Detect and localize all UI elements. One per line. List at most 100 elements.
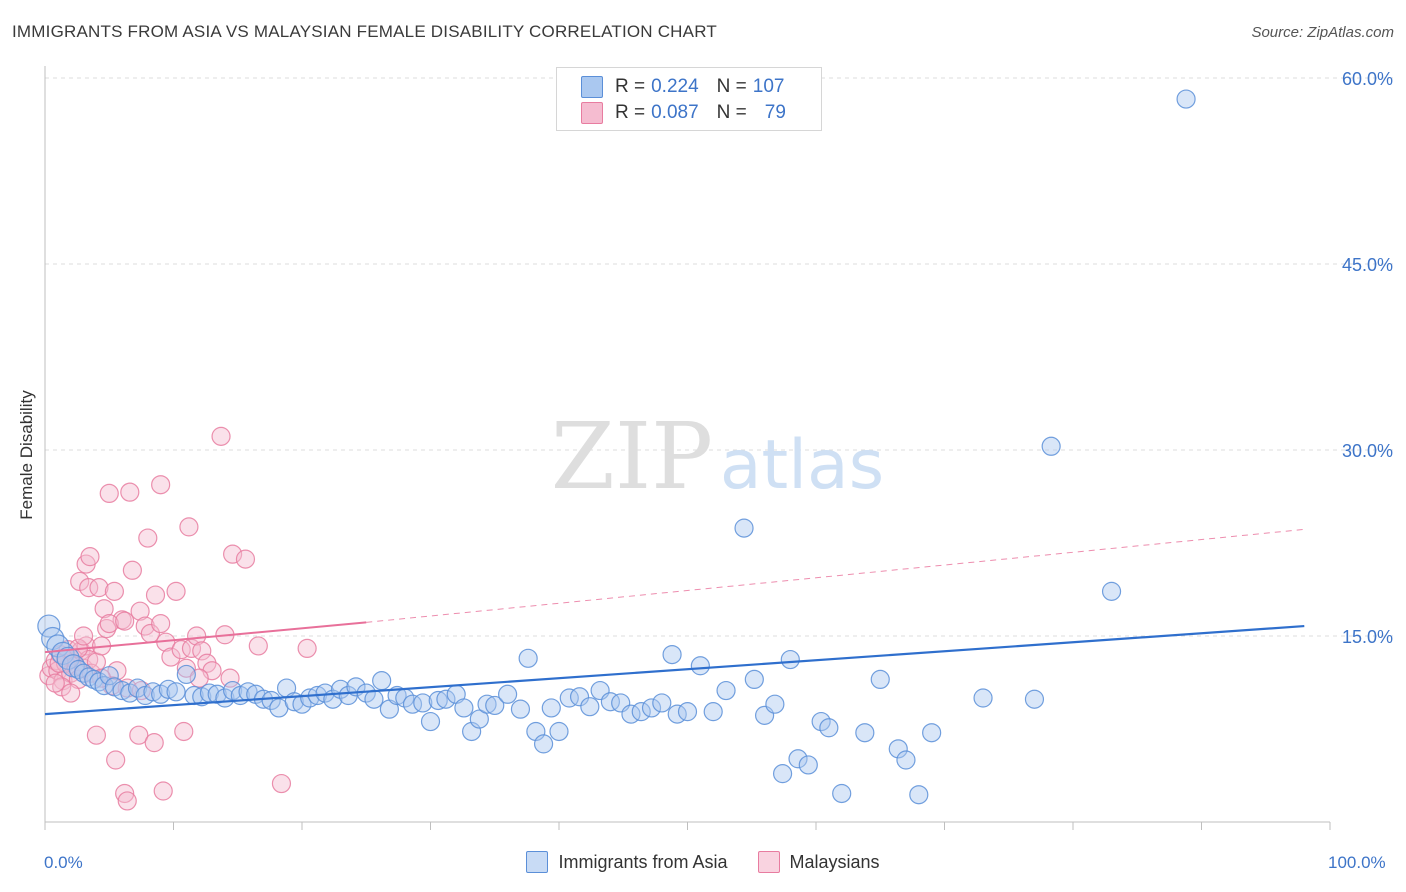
asia-point xyxy=(973,688,993,708)
asia-point xyxy=(518,648,538,668)
asia-point xyxy=(364,689,384,709)
malaysians-point xyxy=(99,613,119,634)
asia-point xyxy=(832,783,852,804)
asia-point xyxy=(402,694,423,714)
asia-point xyxy=(855,723,875,743)
malaysians-point xyxy=(297,638,317,659)
asia-point xyxy=(176,664,196,685)
malaysians-point xyxy=(138,528,158,548)
asia-point xyxy=(870,669,890,690)
asia-point xyxy=(631,702,651,722)
legend-item-label: Immigrants from Asia xyxy=(558,851,728,872)
asia-point xyxy=(641,698,662,718)
malaysians-point xyxy=(211,426,231,446)
asia-point xyxy=(68,659,89,680)
asia-point xyxy=(89,672,109,692)
asia-point xyxy=(922,723,942,743)
axes xyxy=(44,66,1331,830)
malaysians-points xyxy=(39,426,317,811)
asia-point xyxy=(811,711,831,732)
malaysians-point xyxy=(189,668,209,688)
x-tick-min: 0.0% xyxy=(44,853,83,872)
asia-point xyxy=(387,685,407,706)
malaysians-point xyxy=(144,733,164,753)
asia-point xyxy=(510,699,531,719)
asia-point xyxy=(798,755,818,775)
malaysians-point xyxy=(166,581,186,601)
asia-point xyxy=(79,667,99,687)
asia-point xyxy=(533,734,554,754)
asia-point xyxy=(652,693,672,713)
asia-point xyxy=(541,698,561,718)
asia-point xyxy=(744,669,764,690)
malaysians-point xyxy=(115,783,135,804)
legend-swatch-pink xyxy=(757,851,780,873)
malaysians-point xyxy=(179,517,199,537)
asia-point xyxy=(559,688,579,708)
trend-lines xyxy=(44,528,1305,716)
malaysians-point xyxy=(151,475,171,495)
malaysians-point xyxy=(171,640,191,660)
malaysians-point xyxy=(80,547,100,567)
legend-n-value: 79 xyxy=(764,102,786,123)
asia-point xyxy=(413,693,433,713)
malaysians-trend-line xyxy=(44,621,367,654)
legend-item-asia[interactable]: Immigrants from Asia xyxy=(526,851,728,873)
asia-point xyxy=(765,694,785,714)
asia-point xyxy=(469,709,489,729)
malaysians-point xyxy=(115,611,135,631)
malaysians-point xyxy=(129,725,149,745)
legend-n-value: 107 xyxy=(752,76,785,97)
asia-point xyxy=(662,644,682,665)
asia-point xyxy=(94,675,114,696)
asia-point xyxy=(703,702,723,722)
malaysians-point xyxy=(248,636,268,656)
malaysians-point xyxy=(104,581,124,601)
asia-point xyxy=(600,692,621,712)
malaysians-point xyxy=(89,578,109,598)
asia-point xyxy=(716,680,736,701)
x-tick-max: 100.0% xyxy=(1328,853,1386,872)
asia-point xyxy=(477,694,497,714)
asia-point xyxy=(819,718,839,738)
watermark-atlas: atlas xyxy=(720,426,884,505)
asia-point xyxy=(420,711,441,732)
y-tick-label: 60.0% xyxy=(1342,69,1393,89)
asia-point xyxy=(485,695,505,716)
series-legend: Immigrants from Asia Malaysians xyxy=(0,851,1406,873)
malaysians-point xyxy=(97,618,117,639)
legend-n-label: N = xyxy=(716,102,747,123)
asia-point xyxy=(73,663,94,683)
legend-item-malaysians[interactable]: Malaysians xyxy=(757,851,880,873)
legend-r-value: 0.087 xyxy=(651,102,699,123)
asia-point xyxy=(1176,89,1196,109)
y-tick-label: 15.0% xyxy=(1342,627,1393,647)
watermark: ZIP atlas xyxy=(551,403,884,510)
legend-swatch-blue xyxy=(526,851,549,873)
asia-point xyxy=(372,671,392,691)
y-tick-labels: 15.0% 30.0% 45.0% 60.0% xyxy=(1342,69,1393,647)
asia-point xyxy=(143,682,163,702)
asia-point xyxy=(99,666,119,686)
asia-point xyxy=(690,656,710,676)
asia-point xyxy=(780,649,800,670)
legend-swatch-blue xyxy=(581,76,603,98)
asia-point xyxy=(896,750,916,770)
asia-point xyxy=(498,684,518,704)
asia-point xyxy=(1024,689,1045,709)
malaysians-point xyxy=(145,585,166,605)
malaysians-point xyxy=(117,791,137,811)
legend-item-label: Malaysians xyxy=(789,851,880,872)
malaysians-point xyxy=(151,613,171,634)
asia-point xyxy=(909,785,929,805)
legend-swatch-pink xyxy=(581,102,603,124)
asia-point xyxy=(772,764,793,784)
asia-point xyxy=(677,702,698,722)
asia-point xyxy=(580,697,600,717)
asia-point xyxy=(888,739,908,759)
legend-r-label: R = xyxy=(615,102,646,123)
asia-point xyxy=(1101,581,1122,601)
malaysians-point xyxy=(122,560,142,580)
legend-r-value: 0.224 xyxy=(651,76,699,97)
